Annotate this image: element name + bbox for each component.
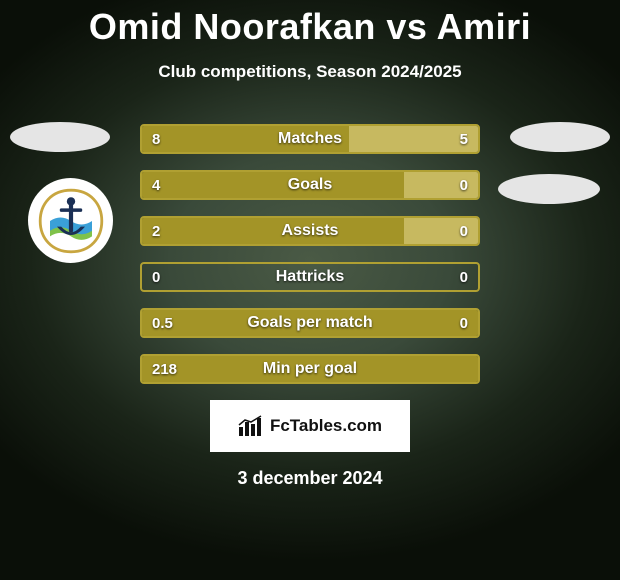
page-subtitle: Club competitions, Season 2024/2025 [0, 62, 620, 82]
stat-value-left: 0.5 [152, 310, 173, 336]
player-right-badge [510, 122, 610, 152]
stat-label: Goals per match [142, 310, 478, 336]
stat-value-left: 0 [152, 264, 160, 290]
club-left-icon [36, 186, 106, 256]
stat-row: Min per goal218 [140, 354, 480, 384]
stat-row: Goals per match0.5 0 [140, 308, 480, 338]
footer-brand-box: FcTables.com [210, 400, 410, 452]
stat-value-left: 8 [152, 126, 160, 152]
stat-row: Hattricks0 0 [140, 262, 480, 292]
stat-label: Hattricks [142, 264, 478, 290]
club-right-badge [498, 174, 600, 204]
stat-value-right: 0 [460, 264, 468, 290]
page-title: Omid Noorafkan vs Amiri [0, 0, 620, 48]
footer-brand-text: FcTables.com [270, 416, 382, 436]
player-left-badge [10, 122, 110, 152]
bar-chart-icon [238, 415, 264, 437]
club-left-badge [28, 178, 113, 263]
stat-value-right: 0 [460, 218, 468, 244]
stat-row: Matches8 5 [140, 124, 480, 154]
stat-value-left: 2 [152, 218, 160, 244]
stat-label: Min per goal [142, 356, 478, 382]
stats-bars: Matches85Goals40Assists20Hattricks00Goal… [140, 124, 480, 384]
stat-label: Matches [142, 126, 478, 152]
stat-value-left: 218 [152, 356, 177, 382]
stat-value-right: 0 [460, 310, 468, 336]
stat-row: Goals4 0 [140, 170, 480, 200]
footer-date: 3 december 2024 [0, 468, 620, 489]
stat-label: Goals [142, 172, 478, 198]
stat-value-left: 4 [152, 172, 160, 198]
stat-label: Assists [142, 218, 478, 244]
stat-value-right: 5 [460, 126, 468, 152]
stat-value-right: 0 [460, 172, 468, 198]
stat-row: Assists2 0 [140, 216, 480, 246]
